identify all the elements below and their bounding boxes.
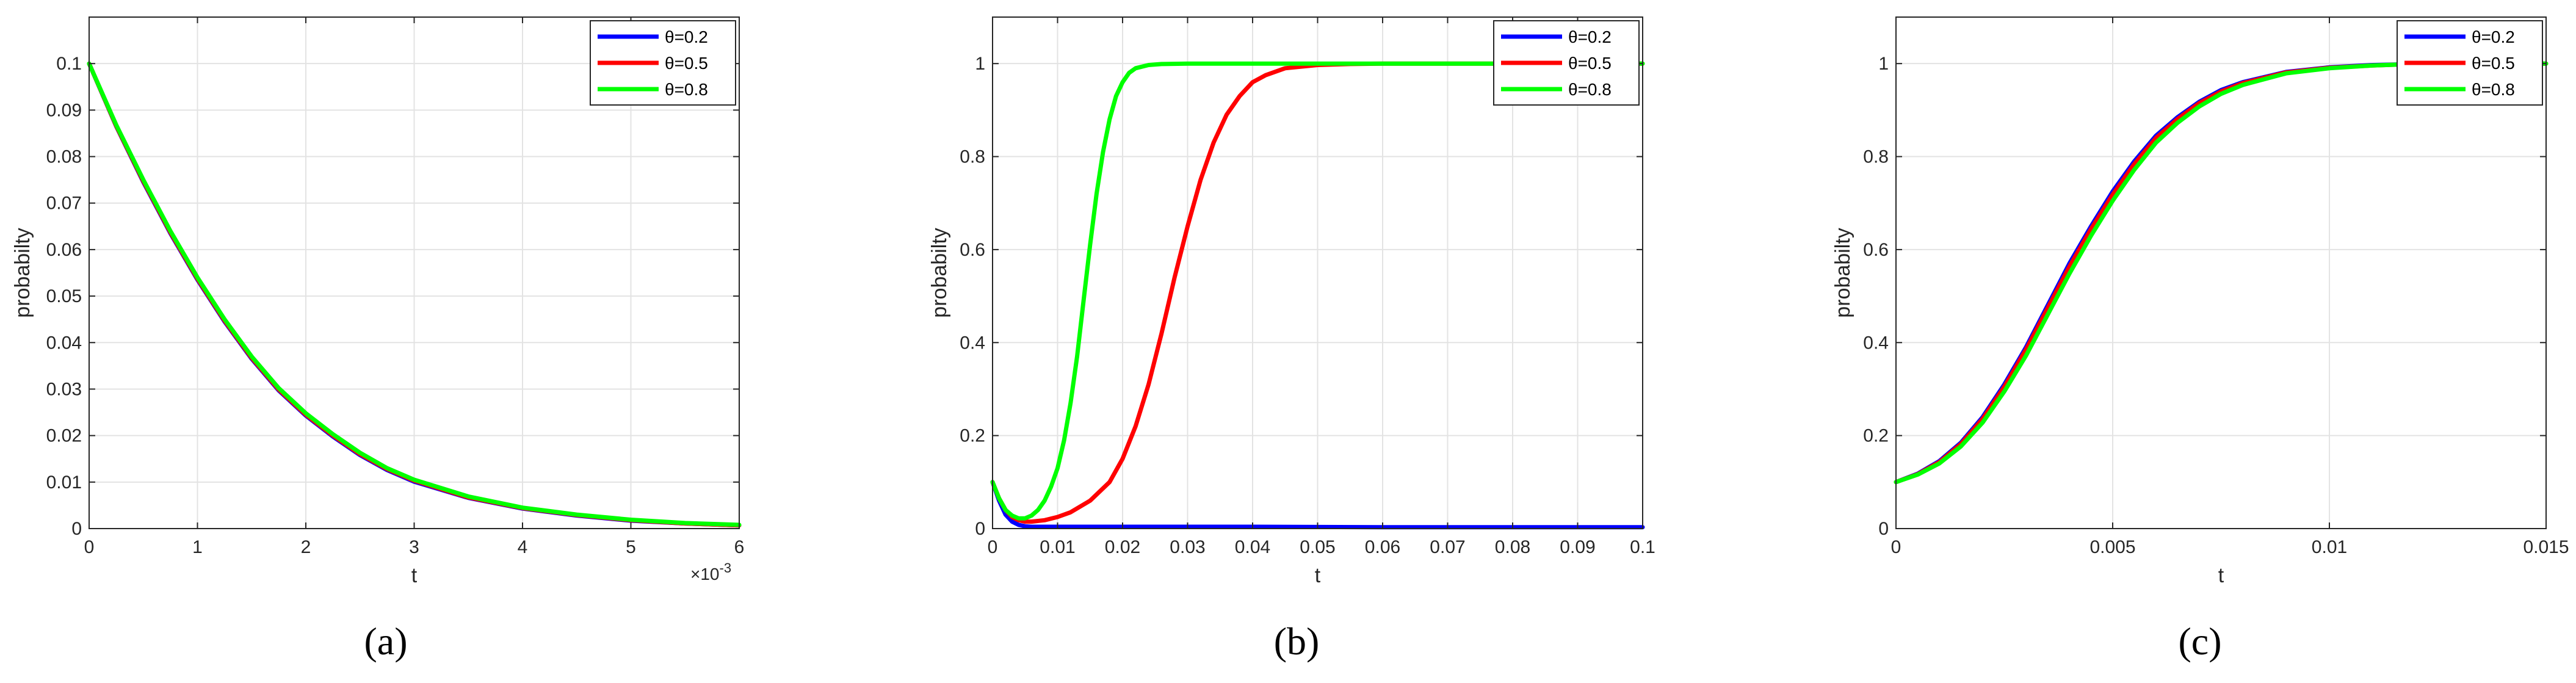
legend-label-3: θ=0.8 xyxy=(2472,80,2515,99)
x-tick-label: 0.015 xyxy=(2523,537,2569,557)
x-tick-label: 0.01 xyxy=(1040,537,1075,557)
panel-caption: (c) xyxy=(2178,620,2221,663)
y-tick-label: 0 xyxy=(975,519,985,539)
y-tick-label: 0.8 xyxy=(960,147,985,167)
legend-label-1: θ=0.2 xyxy=(665,27,708,46)
y-tick-label: 0.2 xyxy=(1863,426,1889,446)
chart-panel-3: 0 0.005 0.01 0.015 0 0.2 0.4 0.6 0.8 1 t probabilty… xyxy=(1831,16,2569,663)
x-tick-label: 0.005 xyxy=(2089,537,2135,557)
legend: θ=0.2 θ=0.5 θ=0.8 xyxy=(590,20,736,106)
y-tick-label: 0.05 xyxy=(46,286,82,306)
x-tick-label: 0.06 xyxy=(1365,537,1400,557)
y-tick-label: 0 xyxy=(71,519,82,539)
x-axis-label: t xyxy=(1315,564,1321,587)
x-tick-label: 0.1 xyxy=(1630,537,1655,557)
chart-panel-2: 0 0.01 0.02 0.03 0.04 0.05 0.06 0.07 0.08 0.09 0.1… xyxy=(928,16,1655,663)
x-tick-label: 0 xyxy=(1891,537,1901,557)
series-line-1 xyxy=(990,480,1645,530)
y-ticks: 0 0.2 0.4 0.6 0.8 1 xyxy=(960,54,1643,539)
x-axis-label: t xyxy=(2218,564,2224,587)
y-ticks: 0 0.2 0.4 0.6 0.8 1 xyxy=(1863,54,2546,539)
legend: θ=0.2 θ=0.5 θ=0.8 xyxy=(2397,20,2543,106)
legend-label-2: θ=0.5 xyxy=(665,54,708,73)
y-tick-label: 0.2 xyxy=(960,426,985,446)
y-tick-label: 0.08 xyxy=(46,147,82,167)
x-tick-label: 0.02 xyxy=(1105,537,1140,557)
x-tick-label: 3 xyxy=(409,537,419,557)
y-tick-label: 0.03 xyxy=(46,379,82,399)
series-lines xyxy=(1894,61,2549,485)
legend-label-1: θ=0.2 xyxy=(1568,27,1612,46)
x-tick-label: 0 xyxy=(84,537,95,557)
y-tick-label: 0.1 xyxy=(56,54,82,74)
y-ticks: 0 0.01 0.02 0.03 0.04 0.05 0.06 0.07 0.08 0.09 0.1 xyxy=(46,54,739,539)
legend: θ=0.2 θ=0.5 θ=0.8 xyxy=(1493,20,1640,106)
x-tick-label: 0.03 xyxy=(1170,537,1205,557)
y-axis-label: probabilty xyxy=(11,228,34,317)
y-axis-label: probabilty xyxy=(928,228,951,317)
chart-panel-1: 0 1 2 3 4 5 6 0 0.01 0.02 0.03 0.04 0.05 0.06 0.07 0.08… xyxy=(11,16,745,663)
y-tick-label: 0.04 xyxy=(46,333,82,353)
x-tick-label: 6 xyxy=(734,537,745,557)
y-tick-label: 0.07 xyxy=(46,193,82,214)
x-exponent-label: ×10-3 xyxy=(690,560,731,584)
x-tick-label: 0.09 xyxy=(1560,537,1595,557)
y-tick-label: 1 xyxy=(1878,54,1889,74)
legend-label-3: θ=0.8 xyxy=(1568,80,1612,99)
x-axis-label: t xyxy=(411,564,418,587)
x-tick-label: 5 xyxy=(626,537,636,557)
y-tick-label: 0.06 xyxy=(46,240,82,260)
legend-label-2: θ=0.5 xyxy=(1568,54,1612,73)
y-tick-label: 0 xyxy=(1878,519,1889,539)
y-tick-label: 0.4 xyxy=(960,333,985,353)
y-tick-label: 0.4 xyxy=(1863,333,1889,353)
y-tick-label: 0.6 xyxy=(960,240,985,260)
y-tick-label: 0.01 xyxy=(46,472,82,493)
legend-label-2: θ=0.5 xyxy=(2472,54,2515,73)
x-tick-label: 1 xyxy=(192,537,203,557)
panel-caption: (b) xyxy=(1274,620,1320,663)
x-ticks: 0 0.01 0.02 0.03 0.04 0.05 0.06 0.07 0.08 0.09 0.1 xyxy=(988,17,1655,557)
x-tick-label: 4 xyxy=(518,537,528,557)
y-axis-label: probabilty xyxy=(1831,228,1854,317)
axes-box xyxy=(1895,16,2547,529)
x-tick-label: 2 xyxy=(301,537,311,557)
y-tick-label: 0.09 xyxy=(46,100,82,120)
legend-label-3: θ=0.8 xyxy=(665,80,708,99)
series-line-3 xyxy=(990,61,1645,521)
series-line-3 xyxy=(87,61,742,527)
x-ticks: 0 0.005 0.01 0.015 xyxy=(1891,17,2569,557)
series-lines xyxy=(87,61,742,528)
panel-caption: (a) xyxy=(364,620,407,663)
y-tick-label: 0.8 xyxy=(1863,147,1889,167)
x-tick-label: 0.04 xyxy=(1235,537,1270,557)
y-tick-label: 0.02 xyxy=(46,426,82,446)
x-tick-label: 0.01 xyxy=(2312,537,2347,557)
x-ticks: 0 1 2 3 4 5 6 xyxy=(84,17,745,557)
y-tick-label: 0.6 xyxy=(1863,240,1889,260)
x-tick-label: 0.05 xyxy=(1300,537,1335,557)
series-line-3 xyxy=(1894,61,2549,485)
legend-label-1: θ=0.2 xyxy=(2472,27,2515,46)
y-tick-label: 1 xyxy=(975,54,985,74)
x-exponent-power: -3 xyxy=(720,560,732,576)
x-tick-label: 0.08 xyxy=(1495,537,1530,557)
x-tick-label: 0.07 xyxy=(1430,537,1465,557)
x-tick-label: 0 xyxy=(988,537,998,557)
series-lines xyxy=(990,61,1645,530)
